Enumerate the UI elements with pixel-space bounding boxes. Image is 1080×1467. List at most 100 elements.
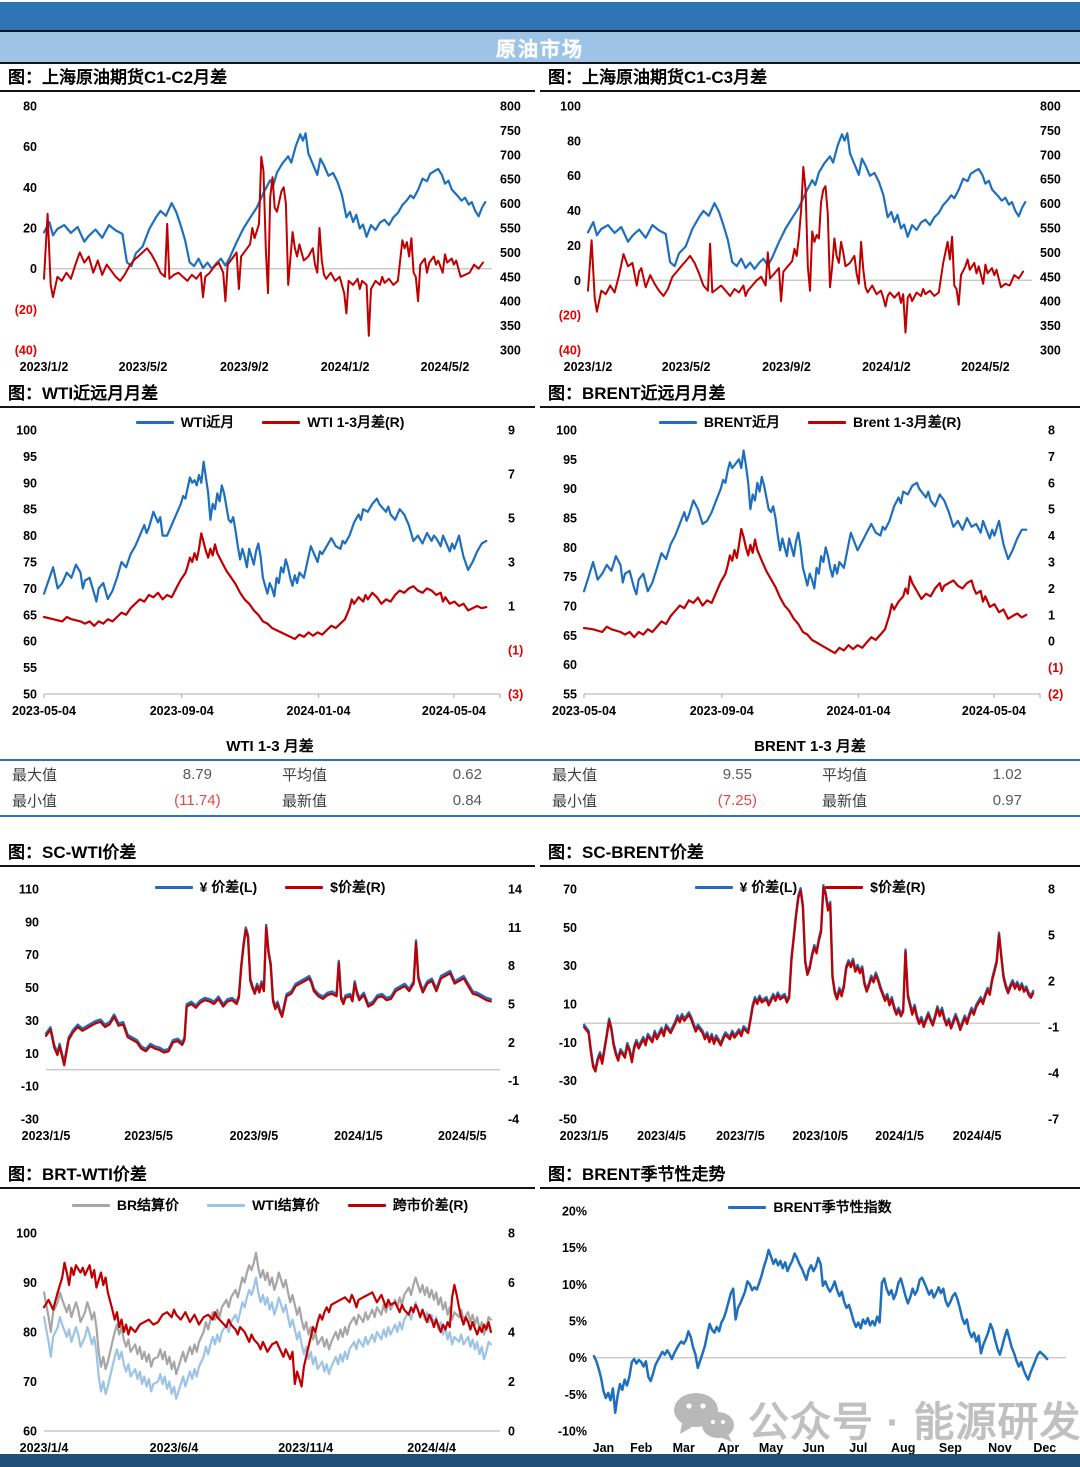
y-axis-label-right: 7 <box>508 468 515 482</box>
y-axis-label-left: 10% <box>562 1278 587 1292</box>
y-axis-label-left: (40) <box>559 344 581 358</box>
y-axis-label-right: 8 <box>508 959 515 973</box>
y-axis-label-right: -4 <box>508 1113 519 1127</box>
x-axis-label: 2023/10/5 <box>792 1129 848 1143</box>
y-axis-label-right: 2 <box>508 1375 515 1389</box>
y-axis-label-left: 40 <box>567 204 581 218</box>
y-axis-label-left: 100 <box>16 1227 37 1241</box>
x-axis-label: Mar <box>673 1441 695 1455</box>
y-axis-label-right: 1 <box>508 600 515 614</box>
y-axis-label-right: -7 <box>1048 1113 1059 1127</box>
y-axis-label-left: 50 <box>25 981 39 995</box>
series-line-1 <box>582 886 1035 1073</box>
x-axis-label: 2023/7/5 <box>716 1129 765 1143</box>
y-axis-label-right: 5 <box>1048 929 1055 943</box>
y-axis-label-right: 350 <box>500 319 521 333</box>
series-line-1 <box>43 155 484 337</box>
sc-wti-spread-canvas: 110 90 70 50 30 10 -10 -30 14 11 8 5 2 -1 -4 2023/1/5 20… <box>19 883 522 1144</box>
x-axis-label: 2023/1/4 <box>20 1441 69 1455</box>
y-axis-label-right: -1 <box>508 1074 519 1088</box>
y-axis-label-left: 70 <box>563 600 577 614</box>
y-axis-label-right: 8 <box>508 1227 515 1241</box>
x-axis-label: 2024/5/2 <box>961 360 1010 374</box>
chart-row-4: 图：BRT-WTI价差 BR结算价 WTI结算价 跨市价差(R) 100 90 80 70 6… <box>0 1161 1080 1461</box>
y-axis-label-left: 0 <box>30 262 37 276</box>
y-axis-label-right: 4 <box>1048 529 1055 543</box>
stat-value: 8.79 <box>182 765 212 783</box>
top-bar <box>0 0 1080 32</box>
chart-row-1: 图：上海原油期货C1-C2月差 80 60 40 20 0 (20) (40) 800 750 7… <box>0 64 1080 380</box>
stat-label: 最小值 <box>552 792 598 810</box>
y-axis-label-right: 400 <box>500 295 521 309</box>
y-axis-label-right: 2 <box>508 1036 515 1050</box>
chart-title-sh-c1c3: 图：上海原油期货C1-C3月差 <box>540 64 1080 92</box>
series-line-0 <box>582 449 1028 596</box>
chart-title-wti-spread: 图：WTI近远月月差 <box>0 380 535 408</box>
y-axis-label-right: 800 <box>1040 100 1061 114</box>
y-axis-label-right: 1 <box>1048 608 1055 622</box>
y-axis-label-right: 300 <box>1040 344 1061 358</box>
y-axis-label-right: 6 <box>1048 476 1055 490</box>
stats-tables: WTI 1-3 月差 最大值 8.79 平均值 0.62 最小值 (11.74)… <box>0 732 1080 817</box>
chart-cell-sc-wti: 图：SC-WTI价差 ¥ 价差(L) $价差(R) 110 90 70 50 30 10 -10… <box>0 839 540 1149</box>
series-line-0 <box>42 460 488 603</box>
x-axis-label: 2023-09-04 <box>150 704 214 718</box>
y-axis-label-left: 85 <box>563 512 577 526</box>
x-axis-label: 2023-05-04 <box>12 704 76 718</box>
y-axis-label-right: 300 <box>500 344 521 358</box>
y-axis-label-left: (20) <box>559 309 581 323</box>
x-axis-label: Feb <box>630 1441 653 1455</box>
y-axis-label-right: -1 <box>1048 1021 1059 1035</box>
y-axis-label-left: 5% <box>569 1315 587 1329</box>
y-axis-label-left: 110 <box>19 883 39 897</box>
y-axis-label-left: 40 <box>23 181 37 195</box>
stats-table-wti: WTI 1-3 月差 最大值 8.79 平均值 0.62 最小值 (11.74)… <box>0 732 540 817</box>
y-axis-label-left: 70 <box>25 948 39 962</box>
y-axis-label-left: 60 <box>23 635 37 649</box>
y-axis-label-left: 60 <box>23 140 37 154</box>
y-axis-label-left: -50 <box>559 1113 577 1127</box>
y-axis-label-left: 0 <box>574 274 581 288</box>
y-axis-label-right: 9 <box>508 424 515 438</box>
y-axis-label-right: 4 <box>508 1326 515 1340</box>
x-axis-label: 2024/1/2 <box>862 360 911 374</box>
chart-title-sc-brent: 图：SC-BRENT价差 <box>540 839 1080 867</box>
y-axis-label-right: 650 <box>1040 173 1061 187</box>
y-axis-label-right: 6 <box>508 1276 515 1290</box>
y-axis-label-right: 650 <box>500 173 521 187</box>
table-title-brent: BRENT 1-3 月差 <box>540 732 1080 761</box>
bottom-bar <box>0 1454 1080 1467</box>
chart-row-2: 图：WTI近远月月差 WTI近月 WTI 1-3月差(R) 100 95 90 85 80 7… <box>0 380 1080 724</box>
x-axis-label: 2024/4/5 <box>953 1129 1002 1143</box>
y-axis-label-left: (40) <box>15 344 37 358</box>
y-axis-label-left: 55 <box>563 688 577 702</box>
y-axis-label-left: 65 <box>23 608 37 622</box>
chart-cell-wti-spread: 图：WTI近远月月差 WTI近月 WTI 1-3月差(R) 100 95 90 85 80 7… <box>0 380 540 724</box>
y-axis-label-left: 90 <box>23 476 37 490</box>
y-axis-label-left: 55 <box>23 661 37 675</box>
y-axis-label-left: 20 <box>23 222 37 236</box>
table-row: 最大值 8.79 平均值 0.62 <box>0 761 540 787</box>
y-axis-label-left: 0% <box>569 1351 587 1365</box>
x-axis-label: 2023/5/2 <box>119 360 168 374</box>
series-line-0 <box>592 1248 1049 1414</box>
chart-cell-brent-spread: 图：BRENT近远月月差 BRENT近月 Brent 1-3月差(R) 100 95 9… <box>540 380 1080 724</box>
brent-month-spread-canvas: 100959085807570656055876543210(1)(2)2023… <box>552 424 1063 719</box>
y-axis-label-right: 11 <box>508 921 521 935</box>
y-axis-label-left: 75 <box>563 570 577 584</box>
x-axis-label: 2024-01-04 <box>287 704 351 718</box>
x-axis-label: Sep <box>939 1441 962 1455</box>
y-axis-label-right: 450 <box>500 270 521 284</box>
y-axis-label-right: (1) <box>508 644 523 658</box>
x-axis-label: 2023/9/5 <box>230 1129 279 1143</box>
x-axis-label: Jun <box>802 1441 824 1455</box>
page-banner: 原油市场 <box>0 32 1080 64</box>
x-axis-label: Aug <box>891 1441 915 1455</box>
y-axis-label-right: 500 <box>1040 246 1061 260</box>
y-axis-label-left: -10% <box>558 1425 587 1439</box>
x-axis-label: 2024/5/2 <box>421 360 470 374</box>
y-axis-label-right: (3) <box>508 688 523 702</box>
y-axis-label-left: 80 <box>23 529 37 543</box>
brt-wti-spread-canvas: 100 90 80 70 60 8 6 4 2 0 2023/1/4 2023/6/4 2023/11/… <box>16 1227 515 1456</box>
stat-label: 平均值 <box>282 766 328 784</box>
